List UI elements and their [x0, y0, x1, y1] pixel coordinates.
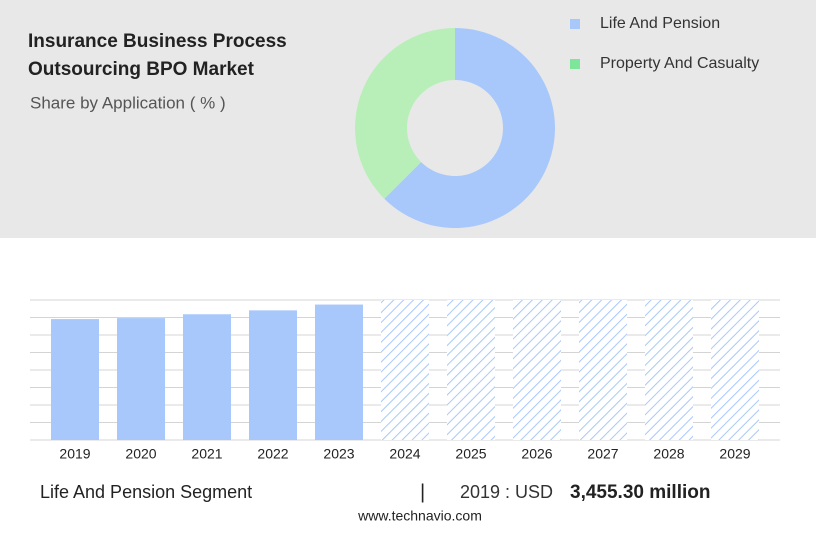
- legend-swatch: [570, 19, 580, 29]
- x-tick-label: 2021: [191, 446, 222, 462]
- x-tick-label: 2023: [323, 446, 354, 462]
- bar: [183, 314, 231, 440]
- bar-chart: 2019 2020 2021 2022 2023 2024 2025 2026 2027 2028…: [30, 299, 780, 462]
- x-tick-label: 2019: [59, 446, 90, 462]
- x-tick-label: 2028: [653, 446, 684, 462]
- bar: [315, 304, 363, 440]
- x-tick-label: 2020: [125, 446, 156, 462]
- forecast-placeholder: [645, 300, 693, 440]
- forecast-placeholder: [381, 300, 429, 440]
- bar: [249, 310, 297, 440]
- bar: [117, 318, 165, 440]
- footer-separator: |: [420, 481, 425, 503]
- chart-subtitle: Share by Application ( % ): [30, 93, 226, 112]
- donut-slice: [354, 28, 455, 199]
- title-box: Insurance Business Process Outsourcing B…: [28, 31, 287, 80]
- donut: [354, 28, 555, 228]
- forecast-placeholder: [579, 300, 627, 440]
- chart-title: Insurance Business Process Outsourcing B…: [28, 31, 287, 80]
- x-tick-label: 2027: [587, 446, 618, 462]
- legend-label: Life And Pension: [600, 15, 720, 32]
- legend-swatch: [570, 59, 580, 69]
- x-tick-label: 2024: [389, 446, 420, 462]
- x-tick-label: 2025: [455, 446, 486, 462]
- forecast-placeholder: [447, 300, 495, 440]
- footer-source: www.technavio.com: [357, 508, 482, 524]
- x-tick-label: 2026: [521, 446, 552, 462]
- forecast-placeholder: [711, 300, 759, 440]
- footer-segment: Life And Pension Segment: [40, 482, 252, 502]
- bar: [51, 319, 99, 440]
- footer-value: 3,455.30 million: [570, 482, 710, 503]
- footer-year: 2019 : USD: [460, 482, 553, 502]
- legend-label: Property And Casualty: [600, 55, 759, 72]
- donut-slice: [384, 28, 555, 228]
- x-tick-label: 2022: [257, 446, 288, 462]
- forecast-placeholder: [513, 300, 561, 440]
- legend: Life And Pension Property And Casualty: [570, 15, 759, 72]
- x-tick-label: 2029: [719, 446, 750, 462]
